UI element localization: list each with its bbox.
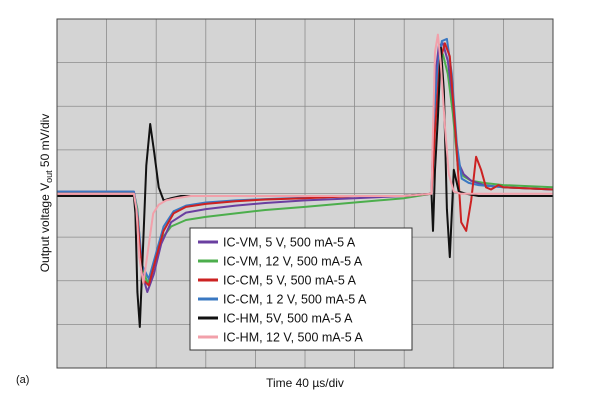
legend-entry: IC-HM, 5V, 500 mA-5 A <box>223 312 353 326</box>
legend-entry: IC-VM, 12 V, 500 mA-5 A <box>223 255 363 269</box>
y-axis-label-main: Output voltage V <box>38 183 52 272</box>
traces <box>57 33 554 328</box>
trace-6 <box>57 33 553 285</box>
panel-label: (a) <box>16 374 29 386</box>
y-axis-label: Output voltage Vout 50 mV/div <box>38 114 54 273</box>
legend-box <box>189 227 413 351</box>
legend-entry: IC-CM, 5 V, 500 mA-5 A <box>223 274 357 288</box>
y-axis-label-group: Output voltage Vout 50 mV/div <box>38 114 54 273</box>
legend-entry: IC-CM, 1 2 V, 500 mA-5 A <box>223 293 367 307</box>
y-axis-label-sub: out <box>44 170 54 183</box>
plot-frame <box>56 18 554 369</box>
legend-entry: IC-VM, 5 V, 500 mA-5 A <box>223 236 356 250</box>
y-axis-label-scale: 50 mV/div <box>38 114 52 167</box>
legend-entry: IC-HM, 12 V, 500 mA-5 A <box>223 331 364 345</box>
legend: IC-VM, 5 V, 500 mA-5 A IC-VM, 12 V, 500 m… <box>189 227 413 351</box>
x-axis-label: Time 40 µs/div <box>266 376 344 390</box>
